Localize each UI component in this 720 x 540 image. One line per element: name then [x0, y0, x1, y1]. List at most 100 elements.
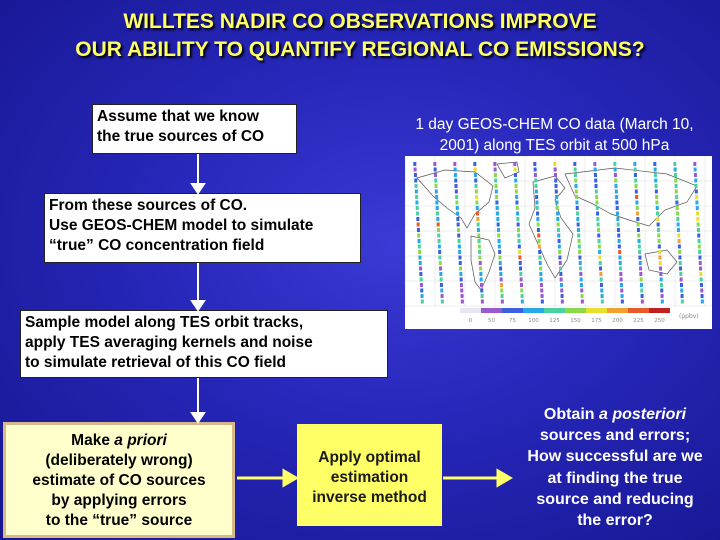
orbit-sample-cell	[614, 189, 618, 194]
orbit-sample-cell	[517, 239, 521, 243]
orbit-sample-cell	[677, 239, 681, 243]
colorbar-swatch	[586, 308, 607, 313]
orbit-sample-cell	[436, 217, 440, 221]
orbit-sample-cell	[699, 283, 703, 287]
orbit-sample-cell	[679, 283, 683, 287]
orbit-sample-cell	[439, 277, 443, 282]
arrow-5-head	[496, 468, 513, 488]
orbit-sample-cell	[675, 206, 679, 210]
assume-true-sources-box: Assume that we know the true sources of …	[92, 104, 297, 154]
sample-tes-orbit-box: Sample model along TES orbit tracks, app…	[20, 310, 388, 378]
outcome-line-6: the error?	[577, 512, 653, 530]
orbit-sample-cell	[476, 217, 480, 221]
apriori-line-3: estimate of CO sources	[32, 472, 206, 489]
orbit-sample-cell	[513, 173, 517, 177]
apriori-line-4: by applying errors	[51, 492, 187, 509]
orbit-sample-cell	[437, 233, 441, 238]
orbit-sample-cell	[655, 200, 659, 205]
orbit-sample-cell	[419, 272, 423, 276]
orbit-sample-cell	[496, 228, 500, 232]
orbit-sample-cell	[554, 189, 558, 194]
assume-line-2: the true sources of CO	[97, 128, 265, 145]
orbit-sample-cell	[560, 294, 564, 298]
title-line-1: WILLTES NADIR CO OBSERVATIONS IMPROVE	[123, 10, 597, 33]
orbit-sample-cell	[678, 255, 682, 260]
orbit-sample-cell	[615, 206, 619, 210]
orbit-sample-cell	[560, 299, 564, 304]
orbit-sample-cell	[575, 206, 579, 210]
orbit-sample-cell	[658, 255, 662, 260]
orbit-sample-cell	[460, 288, 464, 293]
orbit-sample-cell	[639, 266, 643, 271]
orbit-sample-cell	[456, 211, 460, 216]
orbit-sample-cell	[434, 189, 438, 194]
colorbar-swatch	[502, 308, 523, 313]
colorbar-tick-label: 175	[591, 318, 602, 324]
orbit-sample-cell	[597, 244, 601, 249]
orbit-sample-cell	[553, 167, 557, 172]
orbit-sample-cell	[413, 162, 417, 166]
orbit-sample-cell	[654, 178, 658, 183]
australia-outline	[644, 249, 678, 275]
orbit-sample-cell	[419, 283, 423, 287]
orbit-sample-cell	[580, 294, 584, 298]
orbit-sample-cell	[558, 250, 562, 254]
orbit-sample-cell	[459, 277, 463, 282]
orbit-sample-cell	[438, 250, 442, 254]
orbit-sample-cell	[438, 261, 442, 265]
orbit-sample-cell	[458, 255, 462, 260]
orbit-sample-cell	[533, 173, 537, 177]
orbit-sample-cell	[579, 283, 583, 287]
orbit-sample-cell	[700, 294, 704, 298]
orbit-sample-cell	[480, 288, 484, 293]
orbit-sample-cell	[475, 206, 479, 210]
orbit-sample-cell	[699, 272, 703, 276]
orbit-sample-cell	[658, 250, 662, 254]
orbit-sample-cell	[659, 266, 663, 271]
orbit-sample-cell	[696, 228, 700, 232]
apriori-line-5: to the “true” source	[45, 512, 193, 529]
orbit-sample-cell	[616, 222, 620, 227]
colorbar-tick-label: 0	[469, 318, 473, 324]
orbit-sample-cell	[574, 178, 578, 183]
orbit-sample-cell	[454, 178, 458, 183]
colorbar-swatch	[460, 308, 481, 313]
orbit-sample-cell	[416, 222, 420, 227]
a-priori-estimate-box: Make a priori (deliberately wrong) estim…	[3, 422, 235, 538]
orbit-sample-cell	[598, 261, 602, 265]
orbit-sample-cell	[697, 239, 701, 243]
orbit-sample-cell	[520, 299, 524, 304]
orbit-sample-cell	[415, 206, 419, 210]
orbit-sample-cell	[475, 195, 479, 199]
outcome-line-4: at finding the true	[547, 469, 683, 487]
co-orbit-map: 0 50 75 100 125 150 175 200 225 250 (ppbv)	[405, 156, 712, 324]
orbit-sample-cell	[553, 162, 557, 166]
colorbar-tick-label: 50	[488, 318, 495, 324]
sample-line-1: Sample model along TES orbit tracks,	[25, 314, 304, 331]
orbit-sample-cell	[659, 283, 663, 287]
orbit-sample-cell	[677, 233, 681, 238]
orbit-sample-cell	[457, 244, 461, 249]
orbit-sample-cell	[476, 228, 480, 232]
orbit-sample-cell	[656, 222, 660, 227]
orbit-sample-cell	[635, 195, 639, 199]
orbit-sample-cell	[479, 266, 483, 271]
orbit-sample-cell	[559, 283, 563, 287]
orbit-sample-cell	[619, 277, 623, 282]
apriori-term: a priori	[114, 432, 167, 449]
orbit-sample-cell	[593, 167, 597, 172]
orbit-sample-cell	[438, 255, 442, 260]
map-caption-line-1: 1 day GEOS-CHEM CO data (March 10,	[415, 116, 694, 133]
orbit-sample-cell	[699, 266, 703, 271]
orbit-sample-cell	[558, 261, 562, 265]
orbit-sample-cell	[453, 162, 457, 166]
orbit-sample-cell	[416, 217, 420, 221]
orbit-sample-cell	[497, 244, 501, 249]
orbit-sample-cell	[656, 211, 660, 216]
inverse-line-2: estimation	[330, 469, 409, 486]
orbit-sample-cell	[675, 195, 679, 199]
orbit-sample-cell	[573, 167, 577, 172]
orbit-sample-cell	[597, 233, 601, 238]
orbit-sample-cell	[700, 288, 704, 293]
orbit-sample-cell	[599, 277, 603, 282]
